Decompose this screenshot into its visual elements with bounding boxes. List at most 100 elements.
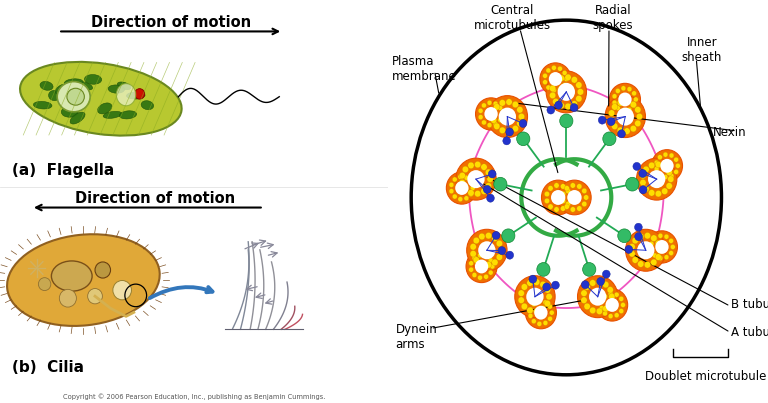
Circle shape (590, 280, 596, 286)
Text: Dynein
arms: Dynein arms (396, 322, 438, 351)
Circle shape (473, 237, 479, 244)
Circle shape (526, 288, 544, 306)
Circle shape (666, 183, 672, 189)
Circle shape (621, 86, 626, 91)
Circle shape (484, 274, 488, 279)
Circle shape (647, 231, 677, 263)
Circle shape (455, 158, 496, 200)
Circle shape (643, 186, 649, 192)
Circle shape (581, 202, 587, 207)
Circle shape (660, 159, 674, 173)
Circle shape (655, 191, 661, 197)
Circle shape (543, 80, 548, 85)
Circle shape (487, 194, 495, 202)
Circle shape (590, 307, 596, 314)
Circle shape (608, 110, 614, 116)
Circle shape (475, 161, 481, 168)
Circle shape (655, 240, 669, 254)
Circle shape (546, 71, 587, 113)
Circle shape (657, 172, 662, 177)
Circle shape (634, 106, 641, 113)
Circle shape (612, 100, 617, 105)
Circle shape (669, 153, 674, 158)
Text: Nexin: Nexin (713, 127, 746, 139)
Circle shape (571, 101, 578, 107)
Circle shape (518, 113, 525, 120)
Circle shape (644, 262, 650, 268)
Circle shape (608, 117, 614, 123)
Circle shape (666, 169, 672, 176)
Circle shape (540, 63, 571, 95)
Circle shape (518, 297, 525, 303)
Circle shape (664, 255, 669, 260)
Circle shape (639, 170, 647, 178)
Circle shape (515, 276, 555, 318)
Circle shape (534, 308, 540, 314)
Circle shape (548, 304, 552, 309)
Circle shape (653, 253, 657, 258)
Circle shape (472, 256, 477, 260)
Circle shape (485, 183, 492, 189)
Circle shape (596, 279, 603, 285)
Ellipse shape (103, 111, 122, 118)
Circle shape (546, 68, 551, 73)
Circle shape (661, 164, 668, 170)
Circle shape (59, 289, 76, 307)
Circle shape (494, 123, 500, 129)
Circle shape (561, 198, 566, 204)
Text: Direction of motion: Direction of motion (75, 191, 235, 206)
Circle shape (617, 100, 624, 106)
Circle shape (482, 120, 486, 125)
Text: Central
microtubules: Central microtubules (473, 4, 551, 32)
Ellipse shape (67, 88, 84, 105)
Circle shape (547, 106, 554, 114)
Circle shape (525, 297, 557, 329)
Circle shape (466, 250, 497, 283)
Ellipse shape (51, 261, 92, 291)
Circle shape (540, 305, 546, 312)
Circle shape (576, 82, 582, 88)
Ellipse shape (20, 62, 181, 135)
Circle shape (603, 305, 609, 312)
Circle shape (669, 251, 674, 256)
Circle shape (527, 307, 533, 314)
Circle shape (496, 240, 502, 247)
Circle shape (670, 245, 675, 249)
Circle shape (602, 270, 611, 278)
Circle shape (664, 234, 669, 239)
Circle shape (564, 77, 569, 81)
Circle shape (491, 117, 497, 123)
Text: Radial
spokes: Radial spokes (593, 4, 633, 32)
Circle shape (637, 241, 654, 259)
Circle shape (519, 119, 527, 127)
Circle shape (576, 96, 582, 102)
Ellipse shape (70, 112, 85, 124)
Circle shape (648, 189, 655, 196)
Circle shape (568, 195, 572, 200)
Circle shape (558, 180, 591, 215)
Circle shape (625, 245, 633, 253)
Circle shape (493, 101, 498, 106)
Circle shape (619, 296, 624, 301)
Circle shape (649, 247, 654, 253)
Circle shape (541, 180, 575, 215)
Ellipse shape (61, 106, 78, 117)
Circle shape (537, 263, 550, 276)
Circle shape (637, 158, 677, 200)
Circle shape (467, 229, 507, 271)
Circle shape (482, 103, 486, 108)
Circle shape (558, 75, 564, 81)
Circle shape (540, 281, 546, 288)
Text: (a)  Flagella: (a) Flagella (12, 162, 114, 178)
Circle shape (581, 188, 587, 193)
Circle shape (546, 293, 552, 300)
Circle shape (621, 108, 626, 113)
Circle shape (624, 99, 630, 105)
Circle shape (562, 83, 567, 87)
Circle shape (565, 103, 571, 110)
Circle shape (581, 297, 587, 303)
Circle shape (631, 101, 637, 108)
Circle shape (584, 303, 591, 310)
Circle shape (605, 96, 645, 137)
Circle shape (603, 281, 609, 288)
